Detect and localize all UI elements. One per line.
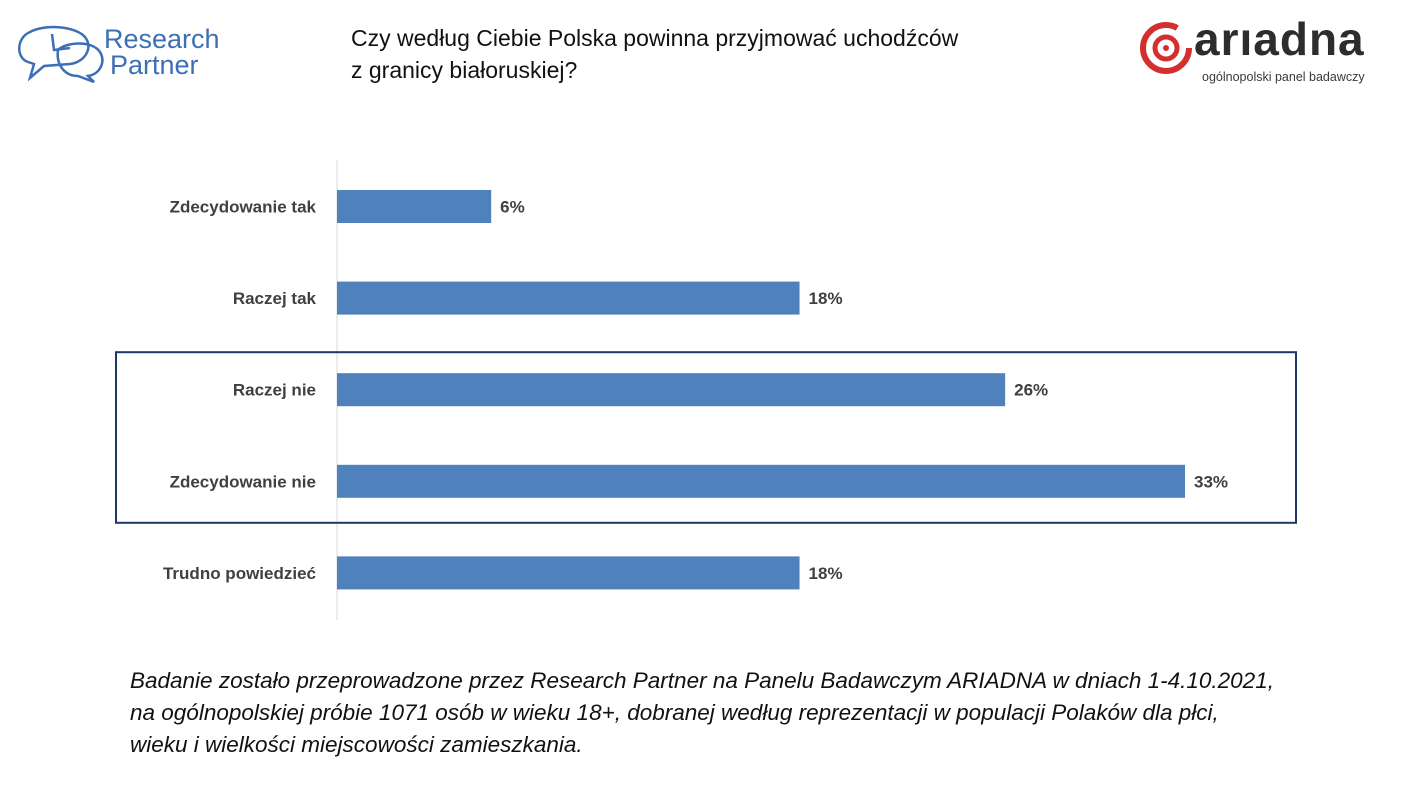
category-label-2: Raczej nie <box>233 381 316 400</box>
highlight-box <box>115 351 1297 524</box>
bar-2 <box>337 373 1006 407</box>
data-label-3: 33% <box>1194 472 1228 491</box>
research-partner-logo: Research Partner <box>14 20 244 86</box>
data-label-0: 6% <box>500 198 525 217</box>
bar-0 <box>337 190 492 223</box>
footnote-line1: Badanie zostało przeprowadzone przez Res… <box>130 668 1274 693</box>
category-label-3: Zdecydowanie nie <box>170 472 316 491</box>
title-line2: z granicy białoruskiej? <box>351 57 578 83</box>
data-label-4: 18% <box>809 564 843 583</box>
bar-1 <box>337 281 800 315</box>
speech-bubbles-icon <box>18 25 104 84</box>
category-label-0: Zdecydowanie tak <box>170 198 317 217</box>
page-title: Czy według Ciebie Polska powinna przyjmo… <box>351 22 1071 86</box>
footnote-line3: wieku i wielkości miejscowości zamieszka… <box>130 732 583 757</box>
rp-logo-line1: Research <box>104 24 220 54</box>
ariadna-logo: arıadna ogólnopolski panel badawczy <box>1136 13 1396 90</box>
ariadna-subtitle: ogólnopolski panel badawczy <box>1202 70 1365 84</box>
footnote: Badanie zostało przeprowadzone przez Res… <box>130 665 1330 761</box>
data-label-1: 18% <box>809 289 843 308</box>
ariadna-wordmark: arıadna <box>1194 13 1365 65</box>
data-label-2: 26% <box>1014 381 1048 400</box>
title-line1: Czy według Ciebie Polska powinna przyjmo… <box>351 25 959 51</box>
rp-logo-line2: Partner <box>110 50 199 80</box>
category-label-4: Trudno powiedzieć <box>163 564 316 583</box>
bar-3 <box>337 464 1185 498</box>
footnote-line2: na ogólnopolskiej próbie 1071 osób w wie… <box>130 700 1219 725</box>
category-label-1: Raczej tak <box>233 289 317 308</box>
ariadna-spiral-icon <box>1140 22 1192 74</box>
bar-4 <box>337 556 800 590</box>
